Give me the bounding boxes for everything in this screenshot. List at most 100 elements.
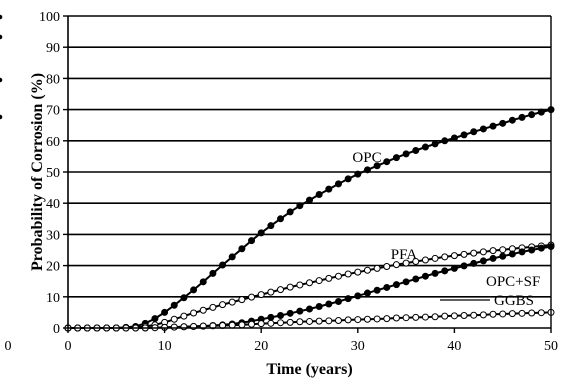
data-point-ggbs <box>325 317 333 325</box>
data-point-ggbs <box>450 312 458 320</box>
data-point-opc <box>248 237 256 245</box>
data-point-ggbs <box>537 309 545 317</box>
data-point-opc-sf <box>412 275 420 283</box>
data-point-pfa <box>450 252 458 260</box>
data-point-ggbs <box>470 311 478 319</box>
data-point-pfa <box>392 261 400 269</box>
data-point-opc-sf <box>537 244 545 252</box>
data-point-ggbs <box>383 315 391 323</box>
data-point-pfa <box>267 288 275 296</box>
data-point-ggbs <box>431 313 439 321</box>
data-point-opc <box>392 154 400 162</box>
data-point-opc <box>489 122 497 130</box>
clipped-left-marker <box>0 14 3 20</box>
y-tick-label: 50 <box>46 166 60 181</box>
data-point-opc <box>431 140 439 148</box>
series-label-opc-sf: OPC+SF <box>486 274 540 290</box>
data-point-opc-sf <box>392 281 400 289</box>
data-point-opc <box>344 175 352 183</box>
x-tick-label: 10 <box>158 339 172 354</box>
data-point-ggbs <box>296 318 304 326</box>
data-point-ggbs <box>499 310 507 318</box>
data-point-ggbs <box>479 311 487 319</box>
data-point-pfa <box>373 264 381 272</box>
data-point-opc <box>421 143 429 151</box>
data-point-opc-sf <box>479 257 487 265</box>
data-point-opc-sf <box>267 313 275 321</box>
data-point-opc <box>354 170 362 178</box>
data-point-opc-sf <box>306 305 313 313</box>
y-tick-label: 60 <box>46 135 60 150</box>
data-point-ggbs <box>344 316 352 324</box>
data-point-pfa <box>470 249 478 257</box>
data-point-opc <box>363 166 371 174</box>
data-point-ggbs <box>421 313 429 321</box>
data-point-ggbs <box>412 313 420 321</box>
data-point-pfa <box>180 312 188 320</box>
data-point-pfa <box>460 250 468 258</box>
data-point-opc <box>277 215 285 223</box>
data-point-opc-sf <box>528 246 536 254</box>
data-point-pfa <box>421 256 429 264</box>
data-point-opc <box>402 150 410 158</box>
data-point-opc <box>228 253 236 261</box>
data-point-pfa <box>354 268 362 276</box>
data-point-ggbs <box>170 323 178 331</box>
data-point-opc <box>518 113 526 121</box>
data-point-opc <box>470 128 478 136</box>
data-point-opc-sf <box>373 286 381 294</box>
data-point-ggbs <box>277 319 285 327</box>
data-point-opc <box>286 208 294 216</box>
y-axis-title: Probability of Corrosion (%) <box>29 73 46 271</box>
clipped-left-marker <box>0 77 3 83</box>
data-point-opc <box>170 301 178 309</box>
data-point-opc-sf <box>325 300 333 308</box>
data-point-opc <box>199 278 207 286</box>
data-point-pfa <box>441 253 449 261</box>
data-point-ggbs <box>392 314 400 322</box>
data-point-pfa <box>479 248 487 256</box>
x-tick-label: 50 <box>544 339 558 354</box>
y-tick-label: 30 <box>46 228 60 243</box>
data-point-pfa <box>219 301 227 309</box>
data-point-ggbs <box>508 310 516 318</box>
x-tick-label: 20 <box>254 339 268 354</box>
data-point-opc <box>180 294 188 302</box>
data-point-pfa <box>209 303 217 311</box>
data-point-opc <box>161 308 169 316</box>
y-tick-label: 70 <box>46 104 60 119</box>
data-point-opc-sf <box>334 297 342 305</box>
data-point-pfa <box>170 315 178 323</box>
data-point-pfa <box>315 277 323 285</box>
data-point-pfa <box>190 309 198 317</box>
x-tick-label: 30 <box>351 339 365 354</box>
data-point-ggbs <box>363 315 371 323</box>
data-point-opc-sf <box>499 252 507 260</box>
data-point-opc <box>334 180 342 188</box>
data-point-opc-sf <box>296 307 304 315</box>
series-label-opc: OPC <box>352 150 381 166</box>
data-point-opc <box>296 202 304 210</box>
data-point-opc <box>412 146 420 154</box>
data-point-opc <box>267 222 275 230</box>
data-point-opc-sf <box>344 295 352 303</box>
data-point-opc-sf <box>315 302 323 310</box>
data-point-pfa <box>257 291 265 299</box>
grid-layer <box>68 15 551 298</box>
data-point-opc-sf <box>460 262 468 270</box>
data-point-ggbs <box>460 312 468 320</box>
y-tick-label: 90 <box>46 41 60 56</box>
y-tick-label: 10 <box>46 291 60 306</box>
data-point-pfa <box>363 266 371 274</box>
data-point-ggbs <box>267 319 275 327</box>
data-point-ggbs <box>354 316 362 324</box>
data-point-ggbs <box>489 310 497 318</box>
data-point-opc <box>190 286 198 294</box>
data-point-opc <box>508 116 516 124</box>
data-point-opc <box>325 185 333 193</box>
data-point-pfa <box>431 254 439 262</box>
data-point-pfa <box>296 281 304 289</box>
data-point-ggbs <box>315 317 323 325</box>
data-point-opc-sf <box>421 272 429 280</box>
